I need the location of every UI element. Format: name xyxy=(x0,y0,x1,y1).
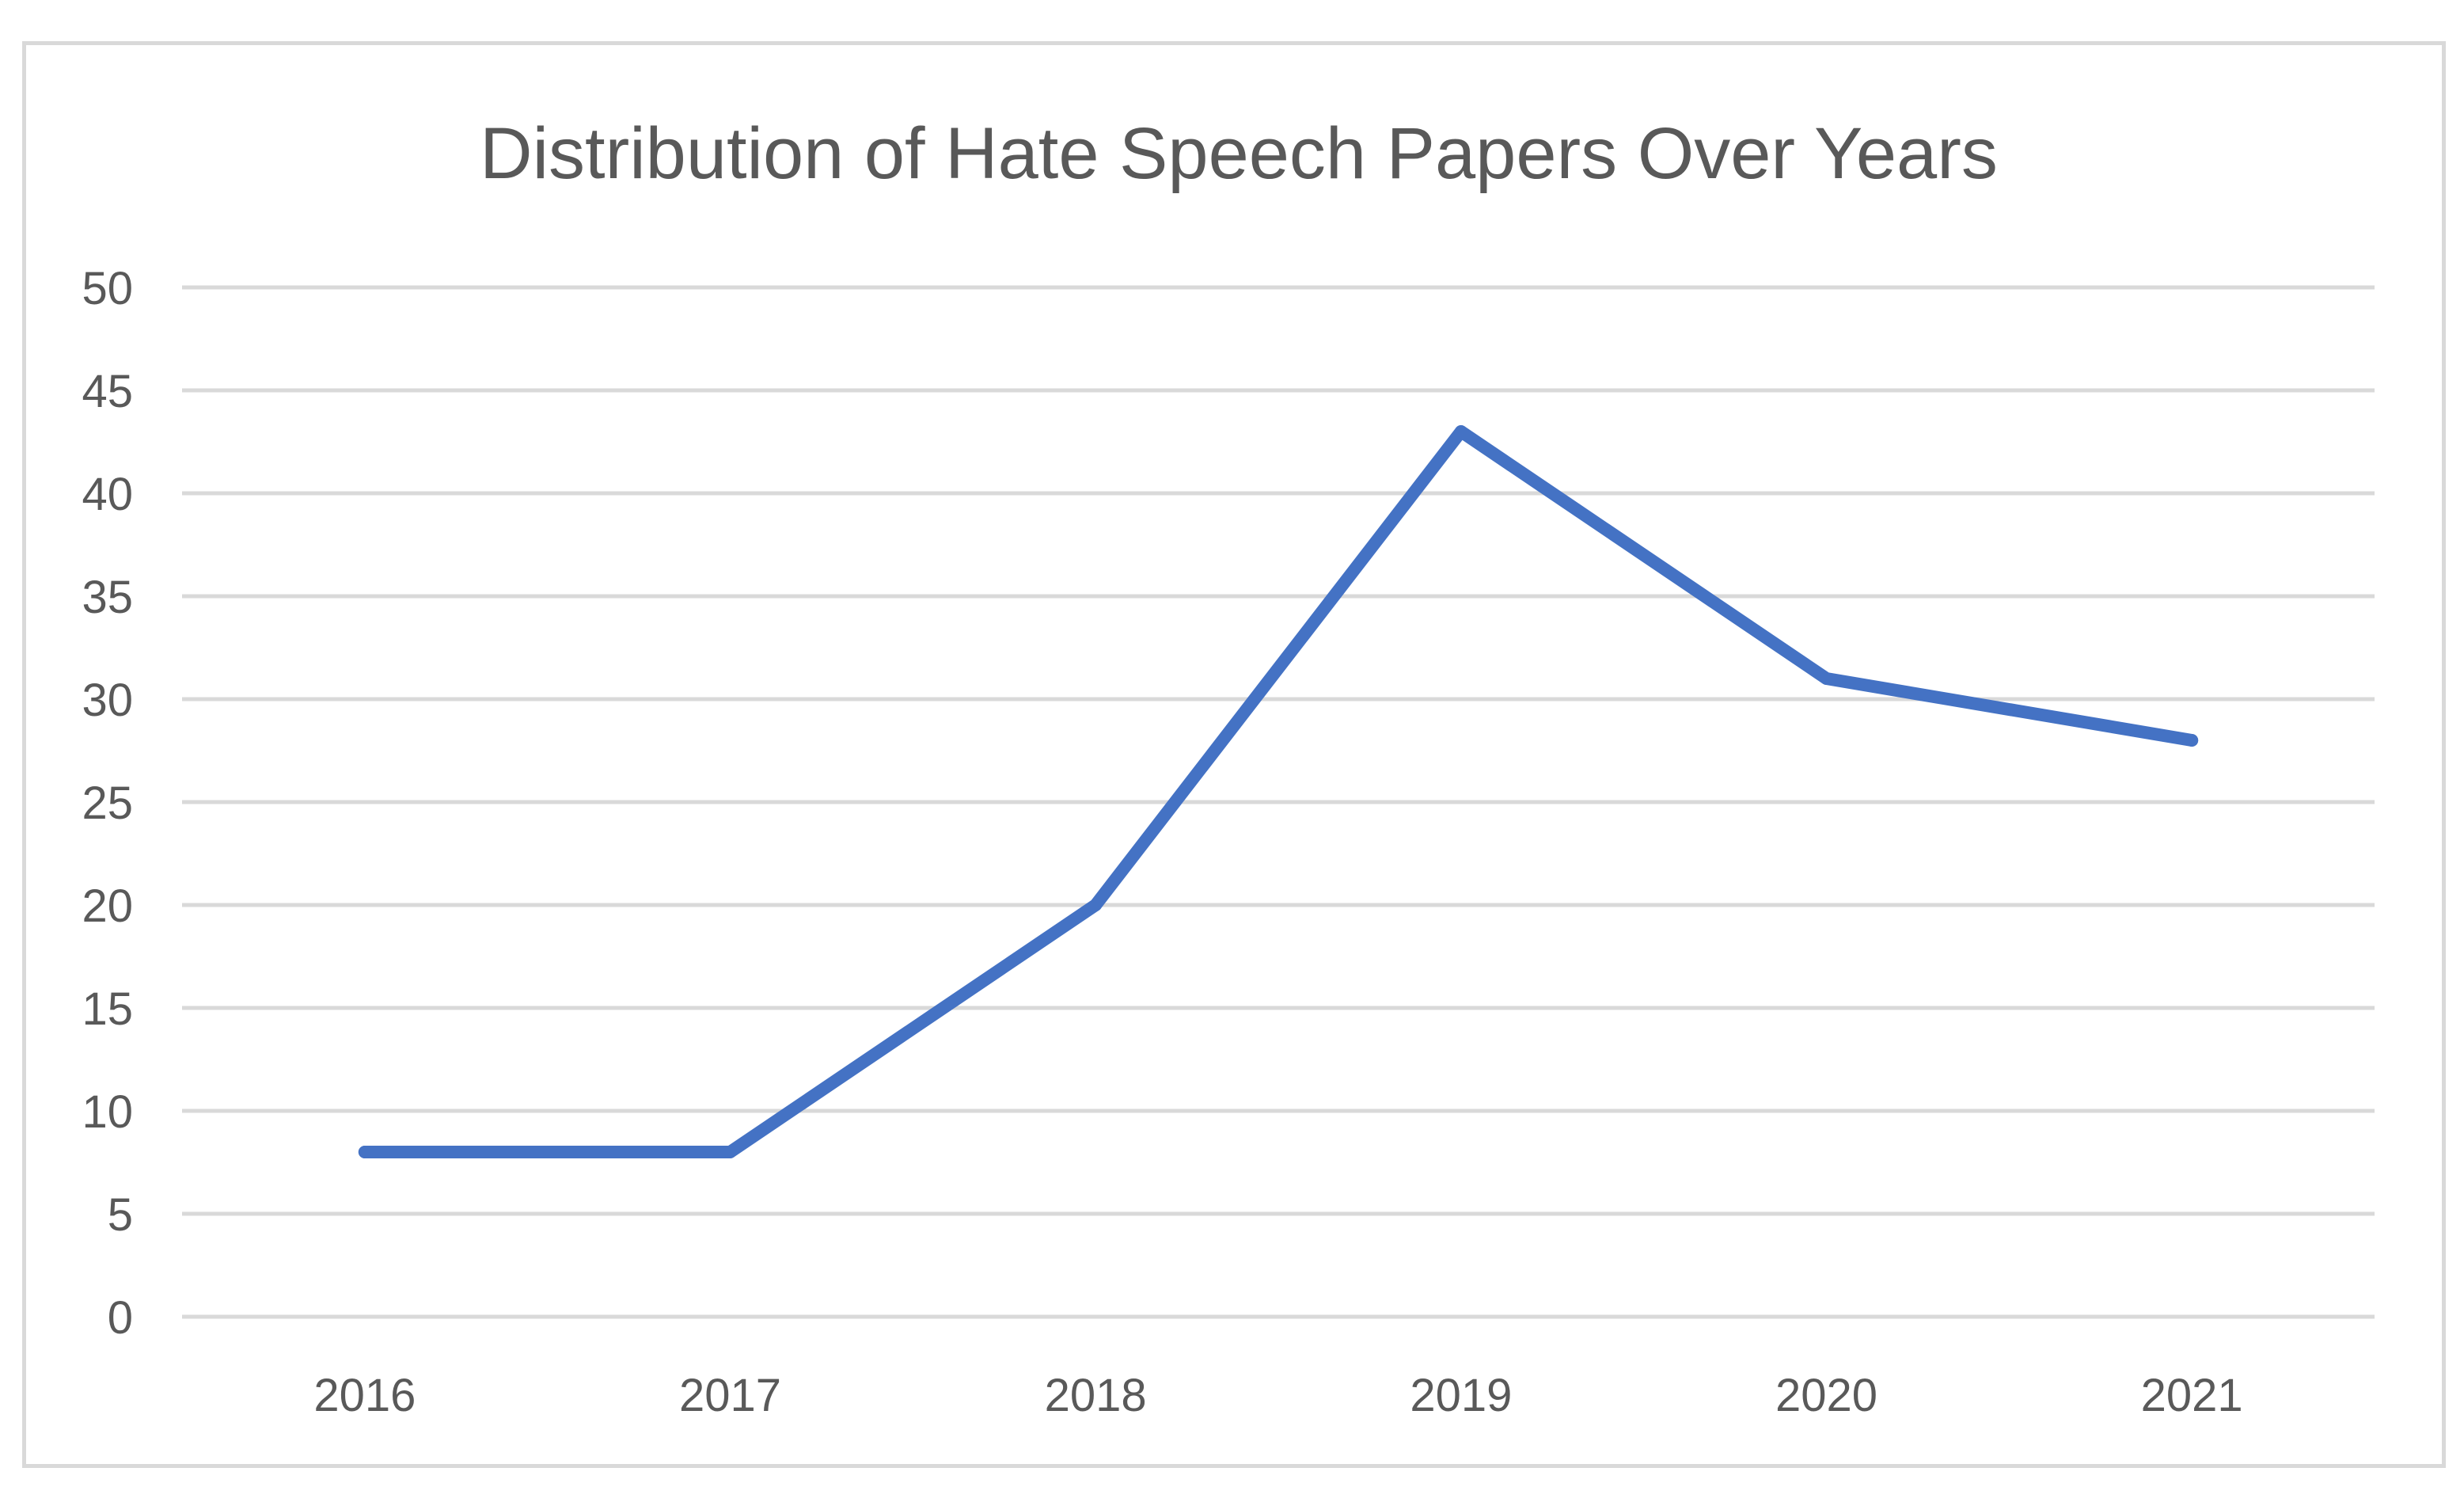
y-tick-label: 15 xyxy=(82,983,133,1035)
y-tick-label: 10 xyxy=(82,1086,133,1138)
y-tick-label: 45 xyxy=(82,366,133,417)
y-tick-label: 0 xyxy=(108,1292,133,1344)
x-axis-tick-labels: 2016 2017 2018 2019 2020 2021 xyxy=(313,1370,2242,1421)
y-tick-label: 20 xyxy=(82,880,133,932)
gridlines xyxy=(182,285,2375,1319)
chart-frame xyxy=(22,41,2446,1468)
data-point-2017 xyxy=(723,1146,737,1158)
y-tick-label: 25 xyxy=(82,778,133,829)
series-line-0 xyxy=(358,425,2199,1158)
y-tick-label: 35 xyxy=(82,572,133,623)
series-layer xyxy=(358,425,2199,1158)
x-tick-label: 2018 xyxy=(1045,1370,1147,1421)
y-tick-label: 40 xyxy=(82,469,133,520)
x-tick-label: 2016 xyxy=(313,1370,416,1421)
data-point-2021 xyxy=(2185,734,2199,747)
data-point-2018 xyxy=(1089,899,1103,911)
x-tick-label: 2017 xyxy=(679,1370,781,1421)
data-point-2016 xyxy=(358,1146,371,1158)
y-axis-tick-labels: 0 5 10 15 20 25 30 35 40 45 50 xyxy=(82,263,133,1344)
x-tick-label: 2021 xyxy=(2141,1370,2243,1421)
y-tick-label: 30 xyxy=(82,675,133,726)
x-tick-label: 2020 xyxy=(1775,1370,1877,1421)
y-tick-label: 50 xyxy=(82,263,133,314)
chart-title: Distribution of Hate Speech Papers Over … xyxy=(480,113,1998,194)
data-point-2020 xyxy=(1820,672,1833,685)
data-point-2019 xyxy=(1454,425,1467,438)
y-tick-label: 5 xyxy=(108,1189,133,1241)
x-tick-label: 2019 xyxy=(1410,1370,1512,1421)
